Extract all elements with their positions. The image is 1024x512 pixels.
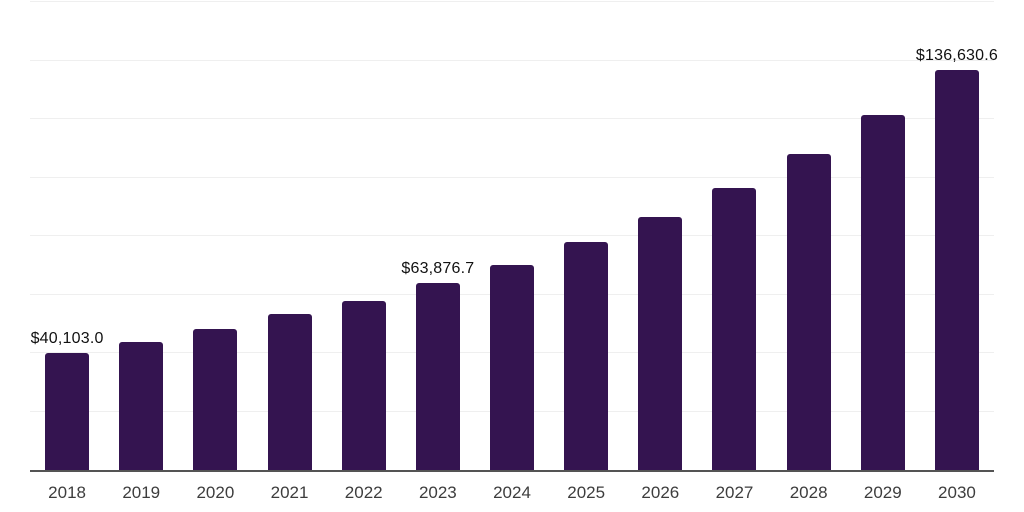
bar-value-label: $40,103.0 (30, 329, 104, 347)
bar-2022 (341, 300, 386, 470)
bar-2025 (564, 242, 609, 470)
bar-2028 (786, 154, 831, 470)
x-tick-label: 2027 (715, 483, 754, 502)
bar-band: $40,103.0 (30, 2, 104, 470)
grid-line (30, 1, 994, 2)
bars-container: $40,103.0 $63,876.7 $136,630.6 (30, 2, 998, 470)
bar-value-label: $136,630.6 (915, 47, 998, 65)
bar-band: $63,876.7 (401, 2, 475, 470)
bar-2021 (267, 314, 312, 470)
bar-2019 (119, 341, 164, 470)
x-tick-label: 2021 (270, 483, 309, 502)
grid-line (30, 118, 994, 119)
x-axis-labels: 2018 2019 2020 2021 2022 2023 2024 2025 2026 2027… (30, 483, 994, 503)
bar-2027 (712, 188, 757, 470)
bar-band (252, 2, 326, 470)
bar-2023: $63,876.7 (401, 260, 474, 470)
x-tick-label: 2022 (344, 483, 383, 502)
bar-2030: $136,630.6 (916, 47, 998, 470)
x-tick-label: 2026 (641, 483, 680, 502)
bar-2026 (638, 217, 683, 470)
bar-band (327, 2, 401, 470)
x-tick-label: 2019 (122, 483, 161, 502)
bar-band (697, 2, 771, 470)
bar-2018: $40,103.0 (31, 330, 103, 470)
x-tick-label: 2030 (938, 483, 976, 502)
grid-line (30, 235, 994, 236)
x-tick-label: 2018 (48, 483, 86, 502)
x-tick-label: 2024 (493, 483, 531, 502)
bar-band (104, 2, 178, 470)
bar-band (846, 2, 920, 470)
x-axis-line (30, 470, 994, 472)
bar-band (623, 2, 697, 470)
x-tick-label: 2029 (863, 483, 902, 502)
bar-band (549, 2, 623, 470)
bar-band (772, 2, 846, 470)
bar-2020 (193, 329, 238, 470)
x-tick-label: 2020 (196, 483, 235, 502)
x-tick-label: 2025 (567, 483, 606, 502)
x-tick-label: 2028 (789, 483, 828, 502)
bar-value-label: $63,876.7 (401, 260, 475, 278)
x-tick-label: 2023 (418, 483, 457, 502)
grid-line (30, 176, 994, 178)
bar-band (475, 2, 549, 470)
bar-2029 (860, 114, 905, 470)
bar-2024 (490, 264, 535, 470)
grid-line (30, 59, 994, 61)
bar-band (178, 2, 252, 470)
bar-band: $136,630.6 (916, 2, 998, 470)
plot-area: $40,103.0 $63,876.7 $136,630.6 (30, 1, 998, 470)
